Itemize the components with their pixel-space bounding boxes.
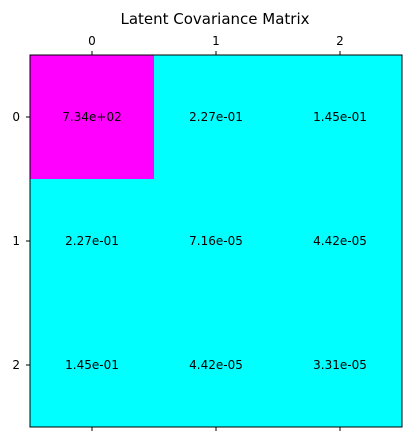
cell-value-label: 3.31e-05 (313, 358, 367, 372)
heatmap-cell (278, 303, 403, 428)
heatmap-cells (30, 55, 403, 428)
heatmap-cell (30, 55, 155, 180)
cell-value-label: 1.45e-01 (313, 110, 367, 124)
y-tick-label: 2 (12, 358, 20, 372)
cell-value-label: 2.27e-01 (189, 110, 243, 124)
plot-frame (29, 54, 403, 428)
heatmap-cell (278, 55, 403, 180)
heatmap-cell (278, 179, 403, 304)
y-tick-label: 0 (12, 110, 20, 124)
cell-value-labels: 7.34e+02 2.27e-01 1.45e-01 2.27e-01 7.16e-05… (62, 110, 367, 372)
x-tick-label: 1 (212, 34, 220, 48)
heatmap-cell (154, 303, 279, 428)
cell-value-label: 1.45e-01 (65, 358, 119, 372)
heatmap-cell (154, 55, 279, 180)
axis-ticks: 0 1 2 0 1 2 (12, 34, 344, 431)
x-tick-label: 2 (336, 34, 344, 48)
cell-value-label: 4.42e-05 (313, 234, 367, 248)
cell-value-label: 7.34e+02 (62, 110, 121, 124)
chart-title: Latent Covariance Matrix (120, 10, 309, 28)
cell-value-label: 2.27e-01 (65, 234, 119, 248)
x-tick-label: 0 (88, 34, 96, 48)
heatmap-cell (30, 179, 155, 304)
cell-value-label: 7.16e-05 (189, 234, 243, 248)
heatmap-cell (30, 303, 155, 428)
y-tick-label: 1 (12, 234, 20, 248)
cell-value-label: 4.42e-05 (189, 358, 243, 372)
heatmap-cell (154, 179, 279, 304)
